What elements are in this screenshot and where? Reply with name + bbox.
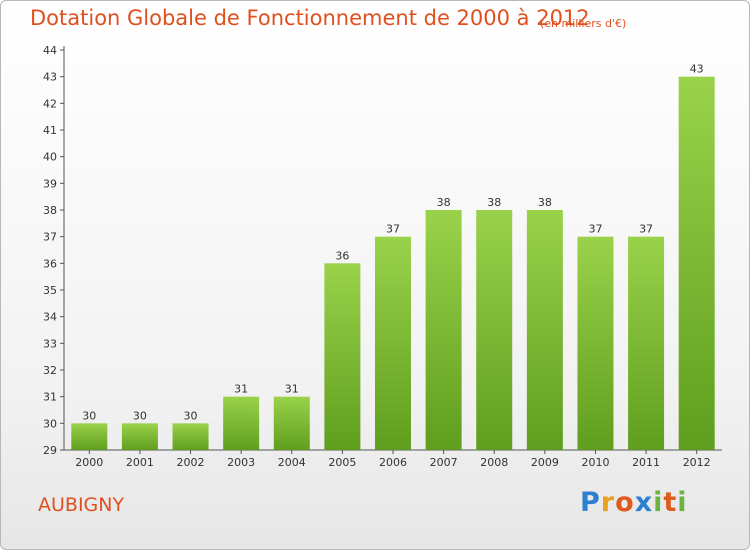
chart-subtitle: (en milliers d'€) (540, 17, 627, 30)
logo-letter: P (580, 487, 601, 518)
x-tick-label: 2008 (480, 456, 508, 469)
bar (678, 76, 715, 451)
logo-letter: t (663, 487, 678, 518)
bar (577, 236, 614, 450)
commune-name: AUBIGNY (38, 494, 125, 516)
y-tick-label: 31 (43, 391, 57, 404)
bar-value-label: 31 (234, 383, 248, 396)
bar (273, 396, 310, 450)
y-tick-label: 36 (43, 257, 57, 270)
bar (71, 423, 108, 450)
y-tick-label: 37 (43, 231, 57, 244)
y-tick-label: 32 (43, 364, 57, 377)
bar (476, 210, 513, 450)
bar-layer: 30 30 30 31 31 36 37 38 38 38 37 37 43 (71, 63, 715, 451)
bar-value-label: 37 (639, 223, 653, 236)
y-tick-label: 44 (43, 44, 57, 57)
proxiti-logo[interactable]: Proxiti (580, 487, 688, 518)
logo-letter: o (615, 487, 635, 518)
x-tick-label: 2010 (581, 456, 609, 469)
x-tick-label: 2004 (278, 456, 306, 469)
y-tick-label: 38 (43, 204, 57, 217)
y-tick-label: 42 (43, 97, 57, 110)
y-tick-label: 34 (43, 311, 57, 324)
bar (526, 210, 563, 450)
chart-title: Dotation Globale de Fonctionnement de 20… (30, 6, 590, 30)
x-tick-label: 2001 (126, 456, 154, 469)
y-tick-label: 41 (43, 124, 57, 137)
bar-value-label: 37 (386, 223, 400, 236)
y-tick-label: 35 (43, 284, 57, 297)
x-tick-label: 2012 (683, 456, 711, 469)
x-tick-label: 2002 (177, 456, 205, 469)
x-tick-label: 2000 (75, 456, 103, 469)
bar-value-label: 30 (82, 409, 96, 422)
x-tick-label: 2003 (227, 456, 255, 469)
logo-letter: r (600, 487, 616, 518)
bar-value-label: 37 (588, 223, 602, 236)
bar-value-label: 38 (487, 196, 501, 209)
y-tick-label: 29 (43, 444, 57, 457)
x-tick-label: 2007 (430, 456, 458, 469)
x-tick-label: 2005 (328, 456, 356, 469)
logo-letter: i (653, 487, 664, 518)
x-tick-label: 2006 (379, 456, 407, 469)
y-tick-label: 43 (43, 71, 57, 84)
bar (172, 423, 209, 450)
bar (425, 210, 462, 450)
y-tick-label: 30 (43, 417, 57, 430)
logo-letter: i (677, 487, 688, 518)
x-tick-label: 2011 (632, 456, 660, 469)
bar-value-label: 30 (184, 409, 198, 422)
bar-value-label: 30 (133, 409, 147, 422)
bar (223, 396, 260, 450)
bar (375, 236, 411, 450)
bar (628, 236, 665, 450)
bar-value-label: 38 (538, 196, 552, 209)
bar-value-label: 38 (437, 196, 451, 209)
bar (324, 263, 361, 450)
y-tick-label: 39 (43, 177, 57, 190)
bar-value-label: 43 (690, 63, 704, 76)
logo-letter: x (634, 487, 654, 518)
bar (121, 423, 158, 450)
bar-value-label: 31 (285, 383, 299, 396)
y-tick-label: 40 (43, 151, 57, 164)
y-tick-label: 33 (43, 337, 57, 350)
x-tick-label: 2009 (531, 456, 559, 469)
bar-value-label: 36 (335, 249, 349, 262)
